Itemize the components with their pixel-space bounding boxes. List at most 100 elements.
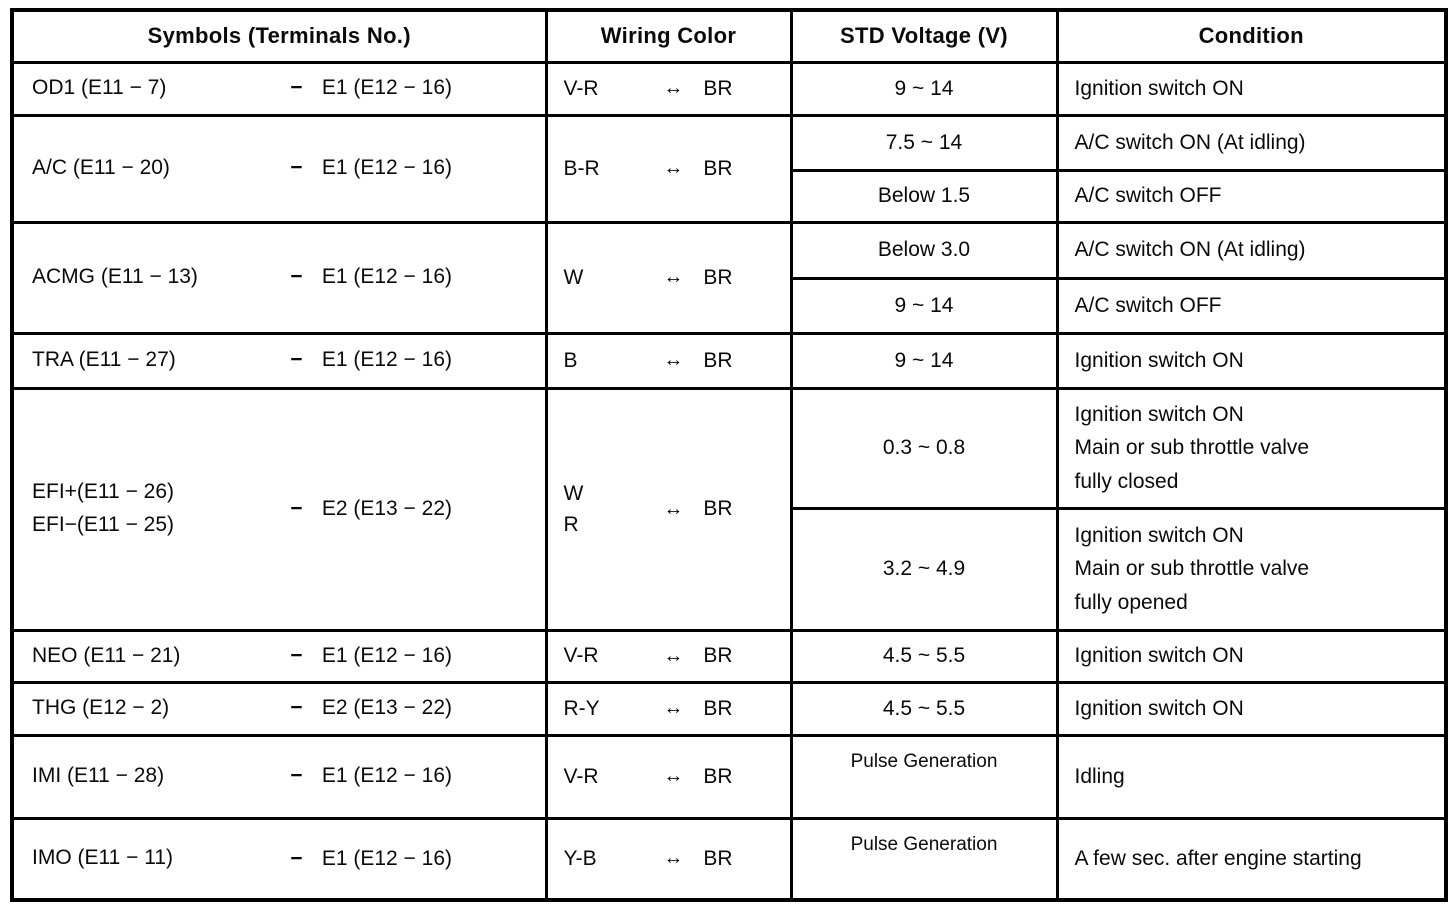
left-right-arrow-icon: ↔ — [663, 765, 684, 787]
symbol-terminal-right: E1 (E12 − 16) — [321, 265, 452, 289]
std-voltage-cell: 4.5 ~ 5.5 — [789, 680, 1059, 737]
col-header-symbols: Symbols (Terminals No.) — [10, 8, 548, 64]
symbols-cell: A/C (E11 − 20) − E1 (E12 − 16) — [10, 113, 548, 224]
wire-color-to: BR — [703, 348, 733, 372]
symbol-terminal-left: A/C (E11 − 20) — [32, 156, 170, 180]
wiring-color-cell: Y-B ↔ BR — [544, 816, 793, 902]
table-row: TRA (E11 − 27) − E1 (E12 − 16) B ↔ BR 9 … — [10, 331, 1448, 390]
table-subrow: 9 ~ 14 A/C switch OFF — [12, 276, 1448, 335]
condition-cell: Ignition switch ON — [1055, 628, 1448, 684]
wire-color-from: W R — [563, 481, 584, 537]
condition-cell: A/C switch ON (At idling) — [1055, 220, 1448, 280]
table-subrow: 3.2 ~ 4.9 Ignition switch ON Main or sub… — [12, 506, 1448, 632]
dash-separator: − — [290, 348, 303, 372]
table-subrow: Below 1.5 A/C switch OFF — [12, 168, 1448, 224]
dash-separator: − — [290, 696, 303, 720]
symbols-cell: IMO (E11 − 11) − E1 (E12 − 16) — [10, 816, 548, 902]
wire-color-to: BR — [703, 696, 733, 720]
table-row: IMO (E11 − 11) − E1 (E12 − 16) Y-B ↔ BR … — [10, 816, 1448, 902]
symbols-cell: EFI+(E11 − 26) EFI−(E11 − 25) − E2 (E13 … — [10, 386, 548, 632]
symbol-terminal-left: IMO (E11 − 11) — [32, 846, 174, 870]
symbol-terminal-right: E1 (E12 − 16) — [321, 348, 452, 372]
wire-color-from: B-R — [563, 156, 600, 180]
wire-color-to: BR — [703, 156, 733, 180]
symbols-cell: TRA (E11 − 27) − E1 (E12 − 16) — [10, 331, 548, 390]
dash-separator: − — [290, 156, 303, 180]
std-voltage-cell: 4.5 ~ 5.5 — [789, 628, 1059, 684]
condition-cell: A/C switch OFF — [1055, 276, 1448, 335]
table-row: NEO (E11 − 21) − E1 (E12 − 16) V-R ↔ BR … — [10, 628, 1448, 684]
wire-color-from: Y-B — [563, 847, 597, 870]
wire-color-from: V-R — [563, 76, 599, 100]
symbols-cell: OD1 (E11 − 7) − E1 (E12 − 16) — [10, 60, 548, 117]
wire-color-to: BR — [703, 265, 733, 289]
symbol-terminal-right: E1 (E12 − 16) — [321, 764, 452, 788]
col-header-condition: Condition — [1055, 8, 1448, 64]
table-row: EFI+(E11 − 26) EFI−(E11 − 25) − E2 (E13 … — [10, 386, 1448, 632]
std-voltage-cell: 9 ~ 14 — [789, 276, 1059, 335]
wiring-color-cell: V-R ↔ BR — [544, 60, 793, 117]
std-voltage-cell: 3.2 ~ 4.9 — [789, 506, 1059, 632]
wiring-color-cell: R-Y ↔ BR — [544, 680, 793, 737]
std-voltage-cell: Pulse Generation — [789, 816, 1059, 902]
symbols-cell: THG (E12 − 2) − E2 (E13 − 22) — [10, 680, 548, 737]
wire-color-from: B — [563, 348, 578, 372]
wire-color-from: V-R — [563, 764, 599, 788]
condition-cell: Ignition switch ON Main or sub throttle … — [1055, 386, 1448, 510]
symbol-terminal-right: E1 (E12 − 16) — [321, 156, 452, 180]
dash-separator: − — [290, 497, 303, 520]
symbols-cell: NEO (E11 − 21) − E1 (E12 − 16) — [10, 628, 548, 684]
symbol-terminal-left: OD1 (E11 − 7) — [32, 76, 167, 100]
left-right-arrow-icon: ↔ — [663, 157, 684, 179]
std-voltage-cell: 9 ~ 14 — [789, 60, 1059, 117]
wire-color-to: BR — [703, 76, 733, 100]
symbol-terminal-left: THG (E12 − 2) — [32, 696, 170, 720]
left-right-arrow-icon: ↔ — [663, 349, 684, 371]
dash-separator: − — [290, 265, 303, 289]
symbol-terminal-right: E1 (E12 − 16) — [321, 76, 452, 100]
dash-separator: − — [290, 643, 303, 667]
table-row: IMI (E11 − 28) − E1 (E12 − 16) V-R ↔ BR … — [10, 733, 1448, 820]
std-voltage-cell: 9 ~ 14 — [789, 331, 1059, 390]
table-row: ACMG (E11 − 13) − E1 (E12 − 16) W ↔ BR B… — [10, 220, 1448, 335]
left-right-arrow-icon: ↔ — [663, 644, 684, 667]
symbol-terminal-left: TRA (E11 − 27) — [32, 348, 176, 372]
col-header-wiring-color: Wiring Color — [544, 8, 793, 64]
dash-separator: − — [290, 764, 303, 788]
wire-color-from: W — [563, 265, 584, 289]
wire-color-from: R-Y — [563, 696, 600, 720]
wiring-color-cell: V-R ↔ BR — [544, 733, 793, 820]
symbols-cell: IMI (E11 − 28) − E1 (E12 − 16) — [10, 733, 548, 820]
condition-cell: Idling — [1055, 733, 1448, 820]
condition-cell: Ignition switch ON — [1055, 680, 1448, 737]
col-header-std-voltage: STD Voltage (V) — [789, 8, 1059, 64]
wire-color-from: V-R — [563, 644, 599, 668]
std-voltage-cell: 0.3 ~ 0.8 — [789, 386, 1059, 510]
condition-cell: A/C switch ON (At idling) — [1055, 113, 1448, 172]
table-row: OD1 (E11 − 7) − E1 (E12 − 16) V-R ↔ BR 9… — [10, 60, 1448, 117]
terminal-voltage-table: Symbols (Terminals No.) Wiring Color STD… — [10, 8, 1448, 902]
symbol-terminal-right: E1 (E12 − 16) — [321, 643, 452, 667]
symbols-cell: ACMG (E11 − 13) − E1 (E12 − 16) — [10, 220, 548, 335]
dash-separator: − — [290, 846, 303, 870]
std-voltage-cell: 7.5 ~ 14 — [789, 113, 1059, 172]
wiring-color-cell: B-R ↔ BR — [544, 113, 793, 224]
wire-color-to: BR — [703, 497, 733, 520]
std-voltage-cell: Below 3.0 — [789, 220, 1059, 280]
left-right-arrow-icon: ↔ — [663, 847, 684, 870]
wiring-color-cell: V-R ↔ BR — [544, 628, 793, 684]
condition-cell: A few sec. after engine starting — [1055, 816, 1448, 902]
condition-cell: Ignition switch ON — [1055, 60, 1448, 117]
wire-color-to: BR — [703, 644, 733, 667]
wire-color-to: BR — [703, 764, 733, 788]
wire-color-to: BR — [703, 846, 733, 870]
header-row: Symbols (Terminals No.) Wiring Color STD… — [10, 8, 1448, 64]
left-right-arrow-icon: ↔ — [663, 266, 684, 288]
symbol-terminal-right: E2 (E13 − 22) — [321, 497, 452, 520]
symbol-terminal-left: ACMG (E11 − 13) — [32, 265, 198, 289]
left-right-arrow-icon: ↔ — [663, 77, 684, 99]
wiring-color-cell: W R ↔ BR — [544, 386, 793, 632]
symbol-terminal-right: E2 (E13 − 22) — [321, 696, 452, 720]
condition-cell: A/C switch OFF — [1055, 168, 1448, 224]
